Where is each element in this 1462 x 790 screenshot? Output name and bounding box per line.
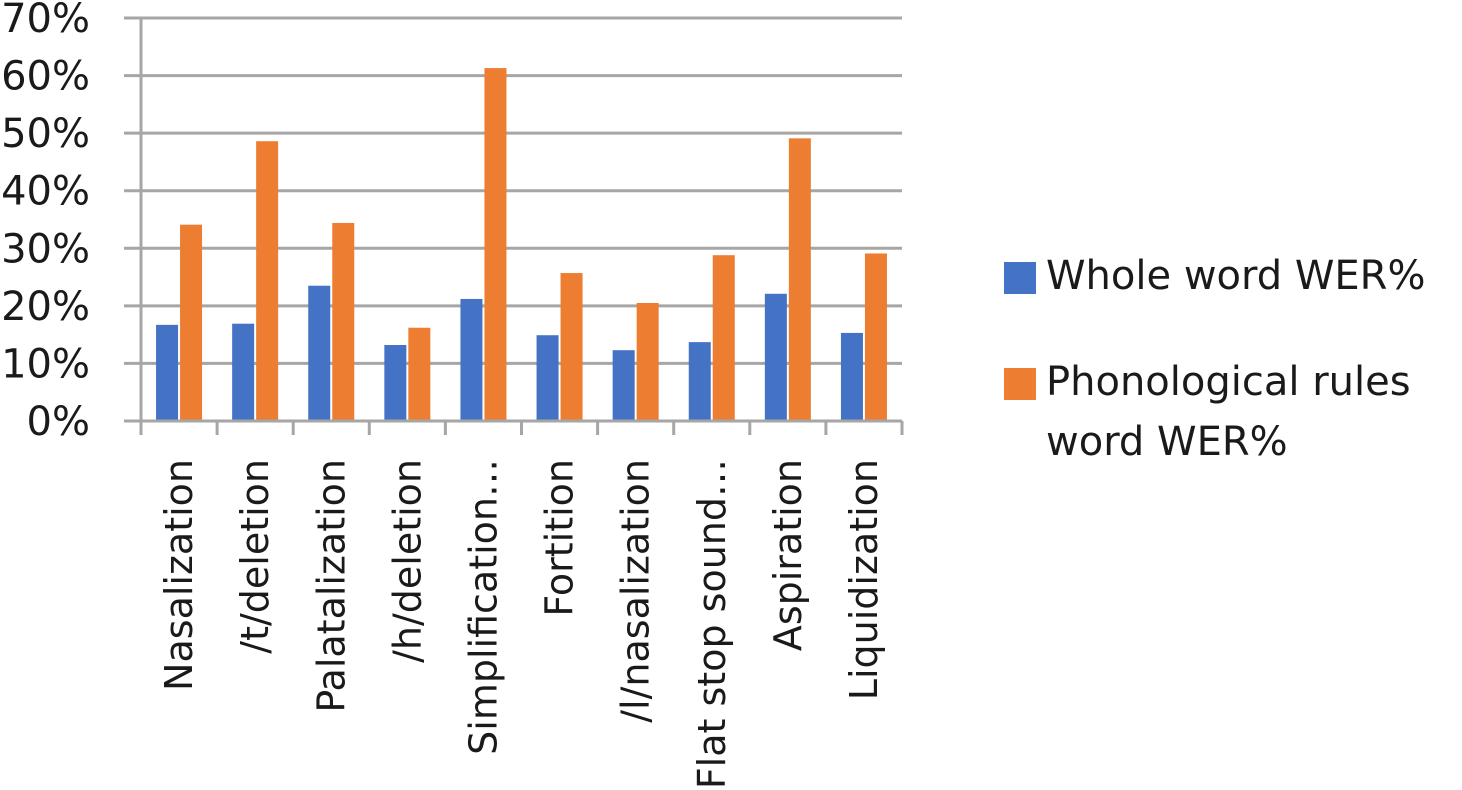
bar-phonological-rules	[332, 222, 355, 421]
x-tick-label: Flat stop sound…	[690, 459, 734, 789]
legend-item-phonological-rules: Phonological rules word WER%	[1004, 352, 1454, 472]
bar-whole-word	[384, 345, 407, 421]
legend-label-phonological-rules: Phonological rules word WER%	[1046, 359, 1411, 465]
y-axis-ticks: 0% 10% 20% 30% 40% 50% 60% 70%	[1, 0, 90, 445]
bar-whole-word	[308, 285, 331, 421]
bar-phonological-rules	[408, 327, 431, 421]
bar-whole-word	[536, 335, 559, 421]
legend-swatch-whole-word	[1004, 262, 1036, 294]
y-tick-label: 40%	[1, 169, 90, 215]
bar-phonological-rules	[256, 141, 279, 421]
y-tick-label: 20%	[1, 284, 90, 330]
legend-item-whole-word: Whole word WER%	[1004, 246, 1454, 306]
bar-phonological-rules	[712, 255, 735, 421]
legend: Whole word WER% Phonological rules word …	[1004, 246, 1454, 518]
bars	[156, 68, 887, 421]
bar-whole-word	[612, 350, 635, 421]
x-axis	[124, 419, 904, 435]
x-tick-label: /h/deletion	[385, 459, 429, 663]
bar-whole-word	[156, 324, 179, 421]
x-axis-tick-labels: Nasalization/t/deletion Palatalization/h/…	[157, 459, 886, 789]
y-tick-label: 70%	[1, 0, 90, 42]
bar-phonological-rules	[560, 273, 583, 421]
y-tick-label: 30%	[1, 226, 90, 272]
gridlines	[124, 16, 902, 421]
bar-whole-word	[840, 332, 863, 421]
bar-phonological-rules	[864, 253, 887, 421]
y-tick-label: 50%	[1, 111, 90, 157]
y-tick-label: 0%	[27, 399, 90, 445]
x-tick-label: Liquidization	[842, 459, 886, 700]
bar-whole-word	[764, 293, 787, 421]
bar-whole-word	[688, 342, 711, 421]
y-tick-label: 60%	[1, 54, 90, 100]
bar-phonological-rules	[788, 138, 811, 421]
y-tick-label: 10%	[1, 341, 90, 387]
legend-swatch-phonological-rules	[1004, 368, 1036, 400]
x-tick-label: Fortition	[538, 459, 582, 617]
x-tick-label: Simplification…	[461, 459, 505, 755]
x-tick-label: Palatalization	[309, 459, 353, 713]
legend-label-whole-word: Whole word WER%	[1046, 253, 1426, 299]
bar-whole-word	[460, 298, 483, 421]
bar-phonological-rules	[636, 302, 659, 421]
x-tick-label: /t/deletion	[233, 459, 277, 654]
bar-whole-word	[232, 323, 255, 421]
x-tick-label: /l/nasalization	[614, 459, 658, 723]
bar-phonological-rules	[180, 224, 203, 421]
x-tick-label: Nasalization	[157, 459, 201, 691]
x-tick-label: Aspiration	[766, 459, 810, 651]
bar-phonological-rules	[484, 68, 507, 421]
